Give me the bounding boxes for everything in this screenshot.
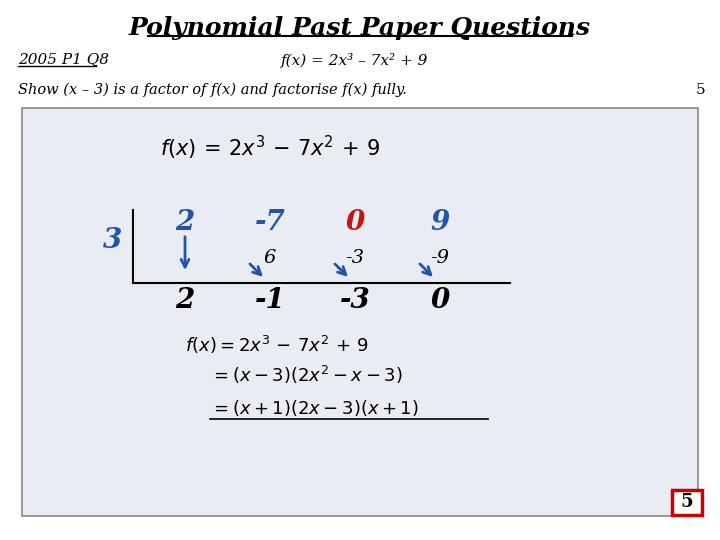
Text: Show (x – 3) is a factor of f(x) and factorise f(x) fully.: Show (x – 3) is a factor of f(x) and fac… bbox=[18, 83, 407, 97]
Text: 2: 2 bbox=[176, 287, 194, 314]
Text: 5: 5 bbox=[696, 83, 705, 97]
Text: $f(x)\,=\,2x^3\,-\,7x^2\,+\,9$: $f(x)\,=\,2x^3\,-\,7x^2\,+\,9$ bbox=[160, 134, 380, 162]
Text: $= (x-3)(2x^2-x-3)$: $= (x-3)(2x^2-x-3)$ bbox=[210, 364, 402, 386]
FancyBboxPatch shape bbox=[672, 490, 702, 515]
Text: 6: 6 bbox=[264, 249, 276, 267]
Text: 5: 5 bbox=[680, 493, 693, 511]
Text: 3: 3 bbox=[104, 226, 122, 253]
FancyBboxPatch shape bbox=[22, 108, 698, 516]
Text: -3: -3 bbox=[340, 287, 370, 314]
Text: 2: 2 bbox=[176, 208, 194, 235]
Text: Polynomial Past Paper Questions: Polynomial Past Paper Questions bbox=[129, 16, 591, 40]
Text: 2005 P1 Q8: 2005 P1 Q8 bbox=[18, 53, 109, 67]
Text: 0: 0 bbox=[346, 208, 364, 235]
Text: $f(x) = 2x^3\,-\,7x^2\,+\,9$: $f(x) = 2x^3\,-\,7x^2\,+\,9$ bbox=[185, 334, 369, 356]
Text: -1: -1 bbox=[255, 287, 285, 314]
Text: -7: -7 bbox=[255, 208, 285, 235]
Text: f(x) = 2x³ – 7x² + 9: f(x) = 2x³ – 7x² + 9 bbox=[282, 52, 428, 68]
Text: 9: 9 bbox=[431, 208, 449, 235]
Text: $= (x+1)(2x-3)(x+1)$: $= (x+1)(2x-3)(x+1)$ bbox=[210, 398, 419, 418]
Text: 0: 0 bbox=[431, 287, 449, 314]
Text: -3: -3 bbox=[346, 249, 364, 267]
Text: -9: -9 bbox=[431, 249, 449, 267]
